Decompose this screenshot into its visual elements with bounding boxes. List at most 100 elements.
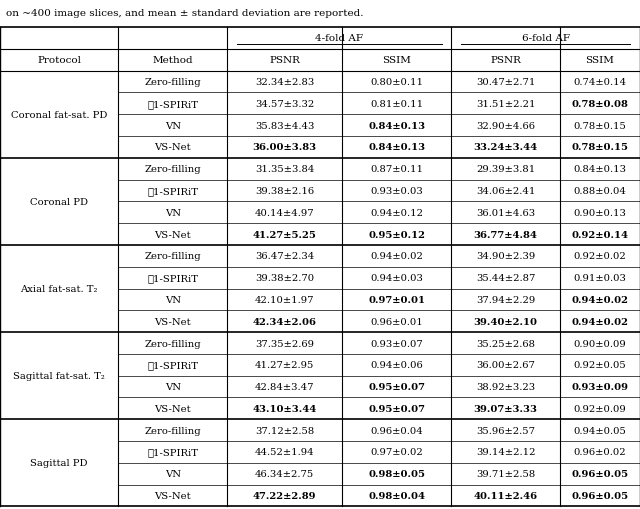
Text: 0.93±0.07: 0.93±0.07 — [371, 339, 423, 348]
Text: 39.40±2.10: 39.40±2.10 — [474, 317, 538, 326]
Text: 41.27±2.95: 41.27±2.95 — [255, 360, 314, 370]
Text: 42.10±1.97: 42.10±1.97 — [255, 295, 314, 304]
Text: VS-Net: VS-Net — [154, 491, 191, 500]
Text: 31.51±2.21: 31.51±2.21 — [476, 100, 535, 108]
Text: 34.57±3.32: 34.57±3.32 — [255, 100, 314, 108]
Text: 39.71±2.58: 39.71±2.58 — [476, 469, 535, 478]
Text: Axial fat-sat. T₂: Axial fat-sat. T₂ — [20, 285, 98, 294]
Text: 0.96±0.01: 0.96±0.01 — [371, 317, 423, 326]
Text: ℓ1-SPIRiT: ℓ1-SPIRiT — [147, 274, 198, 282]
Text: ℓ1-SPIRiT: ℓ1-SPIRiT — [147, 360, 198, 370]
Text: 0.93±0.03: 0.93±0.03 — [371, 187, 423, 195]
Text: 0.80±0.11: 0.80±0.11 — [371, 78, 423, 87]
Text: 0.95±0.07: 0.95±0.07 — [368, 382, 426, 391]
Text: 30.47±2.71: 30.47±2.71 — [476, 78, 535, 87]
Text: 44.52±1.94: 44.52±1.94 — [255, 447, 315, 457]
Text: 0.84±0.13: 0.84±0.13 — [368, 121, 426, 130]
Text: ℓ1-SPIRiT: ℓ1-SPIRiT — [147, 100, 198, 108]
Text: 36.00±3.83: 36.00±3.83 — [253, 143, 317, 152]
Text: 0.98±0.04: 0.98±0.04 — [368, 491, 426, 500]
Text: 0.84±0.13: 0.84±0.13 — [368, 143, 426, 152]
Text: 0.92±0.02: 0.92±0.02 — [573, 252, 627, 261]
Text: 0.94±0.03: 0.94±0.03 — [371, 274, 423, 282]
Text: VS-Net: VS-Net — [154, 317, 191, 326]
Text: on ~400 image slices, and mean ± standard deviation are reported.: on ~400 image slices, and mean ± standar… — [6, 9, 364, 18]
Text: VN: VN — [165, 121, 181, 130]
Text: 42.84±3.47: 42.84±3.47 — [255, 382, 314, 391]
Text: 0.97±0.02: 0.97±0.02 — [371, 447, 423, 457]
Text: 0.92±0.14: 0.92±0.14 — [572, 230, 628, 239]
Text: 35.25±2.68: 35.25±2.68 — [476, 339, 535, 348]
Text: 0.96±0.05: 0.96±0.05 — [572, 469, 628, 478]
Text: 0.87±0.11: 0.87±0.11 — [371, 165, 423, 174]
Text: 39.14±2.12: 39.14±2.12 — [476, 447, 535, 457]
Text: PSNR: PSNR — [490, 56, 521, 65]
Text: 35.96±2.57: 35.96±2.57 — [476, 426, 535, 435]
Text: 34.06±2.41: 34.06±2.41 — [476, 187, 535, 195]
Text: PSNR: PSNR — [269, 56, 300, 65]
Text: 0.98±0.05: 0.98±0.05 — [368, 469, 426, 478]
Text: 37.12±2.58: 37.12±2.58 — [255, 426, 314, 435]
Text: 0.97±0.01: 0.97±0.01 — [368, 295, 426, 304]
Text: Zero-filling: Zero-filling — [145, 165, 201, 174]
Text: SSIM: SSIM — [586, 56, 614, 65]
Text: Zero-filling: Zero-filling — [145, 252, 201, 261]
Text: 0.96±0.04: 0.96±0.04 — [371, 426, 423, 435]
Text: VN: VN — [165, 382, 181, 391]
Text: 32.90±4.66: 32.90±4.66 — [476, 121, 535, 130]
Text: 6-fold AF: 6-fold AF — [522, 35, 570, 43]
Text: 41.27±5.25: 41.27±5.25 — [253, 230, 317, 239]
Text: 0.78±0.15: 0.78±0.15 — [573, 121, 627, 130]
Text: VN: VN — [165, 295, 181, 304]
Text: 0.90±0.09: 0.90±0.09 — [573, 339, 627, 348]
Text: Protocol: Protocol — [37, 56, 81, 65]
Text: Method: Method — [152, 56, 193, 65]
Text: 36.47±2.34: 36.47±2.34 — [255, 252, 314, 261]
Text: VS-Net: VS-Net — [154, 143, 191, 152]
Text: VN: VN — [165, 469, 181, 478]
Text: 0.92±0.05: 0.92±0.05 — [573, 360, 627, 370]
Text: Coronal fat-sat. PD: Coronal fat-sat. PD — [11, 110, 108, 120]
Text: VN: VN — [165, 208, 181, 217]
Text: 29.39±3.81: 29.39±3.81 — [476, 165, 535, 174]
Text: 40.11±2.46: 40.11±2.46 — [474, 491, 538, 500]
Text: 0.94±0.12: 0.94±0.12 — [371, 208, 423, 217]
Text: 32.34±2.83: 32.34±2.83 — [255, 78, 314, 87]
Text: Sagittal PD: Sagittal PD — [31, 459, 88, 467]
Text: 38.92±3.23: 38.92±3.23 — [476, 382, 535, 391]
Text: 0.95±0.12: 0.95±0.12 — [368, 230, 426, 239]
Text: 0.95±0.07: 0.95±0.07 — [368, 404, 426, 413]
Text: 0.88±0.04: 0.88±0.04 — [573, 187, 627, 195]
Text: 47.22±2.89: 47.22±2.89 — [253, 491, 317, 500]
Text: 0.90±0.13: 0.90±0.13 — [573, 208, 627, 217]
Text: 42.34±2.06: 42.34±2.06 — [253, 317, 317, 326]
Text: 37.94±2.29: 37.94±2.29 — [476, 295, 535, 304]
Text: 0.94±0.02: 0.94±0.02 — [572, 317, 628, 326]
Text: 36.01±4.63: 36.01±4.63 — [476, 208, 535, 217]
Text: Zero-filling: Zero-filling — [145, 78, 201, 87]
Text: 37.35±2.69: 37.35±2.69 — [255, 339, 314, 348]
Text: ℓ1-SPIRiT: ℓ1-SPIRiT — [147, 447, 198, 457]
Text: 43.10±3.44: 43.10±3.44 — [253, 404, 317, 413]
Text: 0.78±0.08: 0.78±0.08 — [572, 100, 628, 108]
Text: 0.84±0.13: 0.84±0.13 — [573, 165, 627, 174]
Text: 40.14±4.97: 40.14±4.97 — [255, 208, 315, 217]
Text: 0.92±0.09: 0.92±0.09 — [573, 404, 627, 413]
Text: Zero-filling: Zero-filling — [145, 339, 201, 348]
Text: 33.24±3.44: 33.24±3.44 — [474, 143, 538, 152]
Text: 0.96±0.02: 0.96±0.02 — [573, 447, 627, 457]
Text: 46.34±2.75: 46.34±2.75 — [255, 469, 314, 478]
Text: 0.74±0.14: 0.74±0.14 — [573, 78, 627, 87]
Text: 39.38±2.16: 39.38±2.16 — [255, 187, 314, 195]
Text: 0.96±0.05: 0.96±0.05 — [572, 491, 628, 500]
Text: SSIM: SSIM — [382, 56, 412, 65]
Text: 36.00±2.67: 36.00±2.67 — [476, 360, 535, 370]
Text: 39.07±3.33: 39.07±3.33 — [474, 404, 538, 413]
Text: ℓ1-SPIRiT: ℓ1-SPIRiT — [147, 187, 198, 195]
Text: 35.44±2.87: 35.44±2.87 — [476, 274, 535, 282]
Text: 35.83±4.43: 35.83±4.43 — [255, 121, 314, 130]
Text: Sagittal fat-sat. T₂: Sagittal fat-sat. T₂ — [13, 372, 105, 380]
Text: 0.91±0.03: 0.91±0.03 — [573, 274, 627, 282]
Text: 31.35±3.84: 31.35±3.84 — [255, 165, 314, 174]
Text: VS-Net: VS-Net — [154, 404, 191, 413]
